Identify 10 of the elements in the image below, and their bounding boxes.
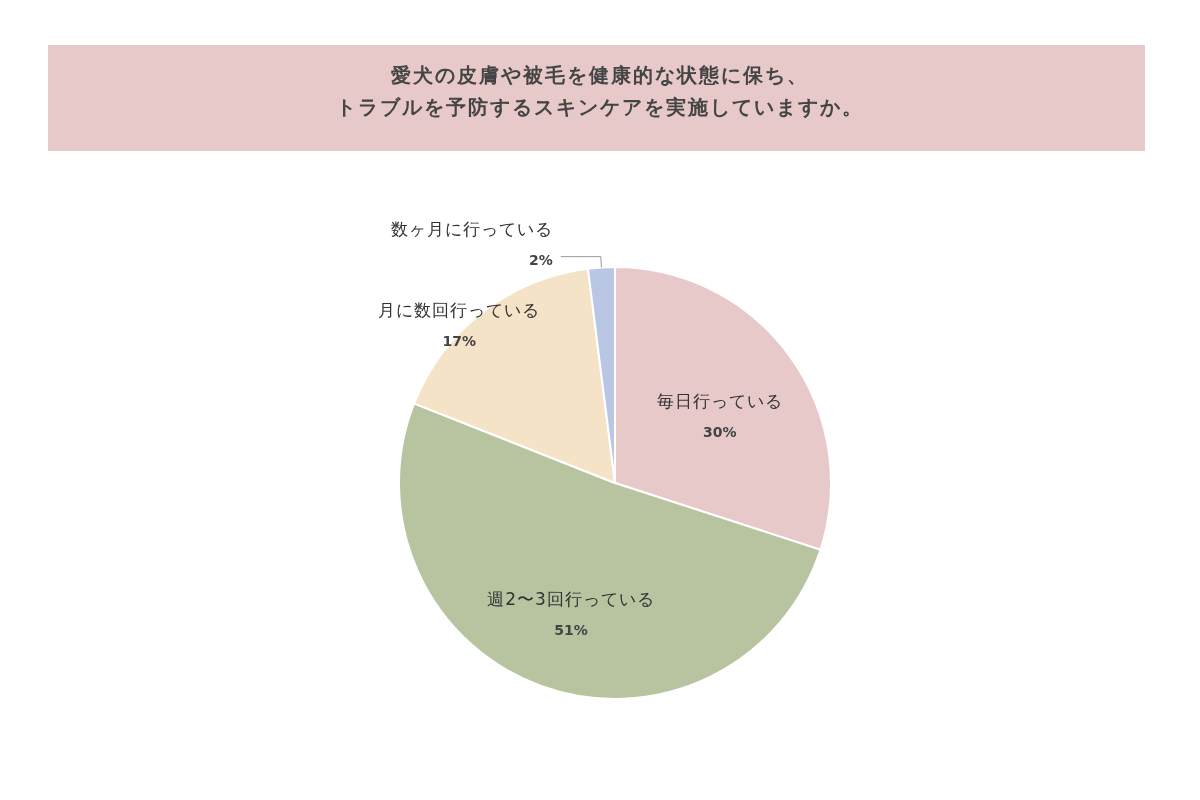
data-label: 51% <box>554 621 588 638</box>
slice-label: 数ヶ月に行っている <box>390 218 553 239</box>
data-label: 17% <box>442 332 476 349</box>
slice-label: 月に数回行っている <box>378 299 541 320</box>
slice-label: 毎日行っている <box>656 390 783 411</box>
data-label: 30% <box>703 423 737 440</box>
chart-subtitle: トラブルを予防するスキンケアを実施していますか。 <box>336 95 864 119</box>
slice-label: 週2〜3回行っている <box>487 588 655 609</box>
data-label: 2% <box>528 251 553 268</box>
chart-title: 愛犬の皮膚や被毛を健康的な状態に保ち、 <box>391 63 809 87</box>
